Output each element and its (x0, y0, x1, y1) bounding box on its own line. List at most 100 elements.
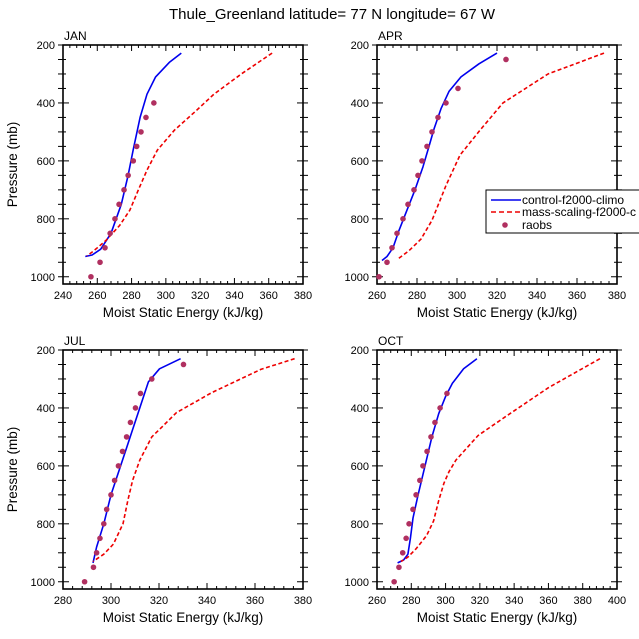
raobs-point (103, 506, 110, 513)
y-tick-label: 600 (37, 461, 55, 473)
series-raobs (391, 390, 450, 585)
plot-frame (62, 44, 304, 285)
raobs-point (121, 187, 127, 193)
raobs-point (111, 477, 118, 484)
raobs-point (419, 158, 425, 164)
x-tick-label: 360 (568, 290, 586, 302)
raobs-point (133, 143, 140, 150)
x-tick-label: 320 (488, 290, 506, 302)
raobs-point (437, 405, 443, 411)
y-tick-label: 400 (37, 403, 55, 415)
raobs-point (396, 564, 402, 571)
raobs-point (503, 56, 509, 63)
series-line-mass-scaling-f2000-c (92, 357, 295, 563)
y-tick-label: 800 (37, 519, 55, 531)
series-line-control-f2000-climo (381, 52, 498, 262)
y-tick-label: 200 (351, 40, 369, 52)
x-tick-label: 260 (368, 290, 386, 302)
raobs-point (119, 448, 126, 455)
y-axis-label: Pressure (mb) (5, 427, 20, 513)
panel-jan: JAN 240 260 280 300 320 340 360 380 200 400 600 800 1… (5, 29, 312, 320)
raobs-point (403, 535, 409, 542)
x-axis-label: Moist Static Energy (kJ/kg) (417, 305, 578, 320)
raobs-point (149, 376, 155, 382)
x-tick-label: 380 (294, 595, 312, 607)
raobs-point (420, 463, 426, 469)
raobs-point (102, 244, 108, 251)
raobs-point (125, 172, 131, 179)
x-tick-label: 280 (402, 595, 420, 607)
x-tick-label: 360 (246, 595, 264, 607)
y-tick-label: 1000 (31, 577, 55, 589)
x-tick-label: 380 (608, 290, 626, 302)
raobs-point (97, 535, 103, 542)
series-line-mass-scaling-f2000-c (86, 52, 273, 257)
x-axis-label: Moist Static Energy (kJ/kg) (417, 610, 578, 625)
y-tick-label: 800 (351, 214, 369, 226)
x-tick-label: 320 (191, 290, 209, 302)
raobs-point (443, 100, 449, 106)
panel-jul: JUL 280 300 320 340 360 380 200 400 600 800 1000 Moi… (5, 334, 312, 625)
raobs-point (406, 521, 412, 527)
raobs-point (138, 129, 144, 135)
raobs-point (444, 390, 450, 397)
legend-label-raobs: raobs (522, 218, 552, 232)
x-tick-label: 280 (54, 595, 72, 607)
legend-swatch-raobs (502, 222, 508, 228)
plot-frame (376, 349, 618, 590)
y-tick-label: 400 (351, 98, 369, 110)
legend: control-f2000-climo mass-scaling-f2000-c… (485, 189, 639, 234)
plot-frame (62, 349, 304, 590)
raobs-point (88, 273, 94, 280)
panel-apr: APR 260 280 300 320 340 360 380 200 400 600 800 1000… (345, 29, 627, 320)
x-tick-label: 340 (528, 290, 546, 302)
y-tick-label: 1000 (345, 577, 369, 589)
raobs-point (413, 492, 419, 498)
raobs-point (130, 158, 137, 164)
x-axis-label: Moist Static Energy (kJ/kg) (103, 305, 264, 320)
x-tick-label: 320 (471, 595, 489, 607)
raobs-point (417, 477, 423, 484)
raobs-point (132, 405, 139, 411)
y-tick-label: 600 (351, 461, 369, 473)
x-tick-label: 300 (448, 290, 466, 302)
y-tick-label: 600 (37, 156, 55, 168)
x-tick-label: 380 (294, 290, 312, 302)
raobs-point (112, 216, 118, 222)
raobs-point (432, 419, 438, 426)
raobs-point (137, 390, 144, 397)
x-tick-label: 340 (198, 595, 216, 607)
raobs-point (115, 463, 122, 469)
y-axis-label: Pressure (mb) (5, 122, 20, 208)
raobs-point (180, 361, 187, 368)
plot-frame (376, 44, 618, 285)
x-tick-label: 380 (574, 595, 592, 607)
y-tick-label: 800 (351, 519, 369, 531)
raobs-point (429, 129, 435, 135)
x-tick-label: 240 (54, 290, 72, 302)
x-tick-label: 280 (408, 290, 426, 302)
x-tick-label: 340 (225, 290, 243, 302)
series-line-control-f2000-climo (92, 357, 181, 564)
x-tick-label: 300 (157, 290, 175, 302)
x-tick-label: 320 (150, 595, 168, 607)
raobs-point (399, 549, 406, 556)
raobs-point (123, 434, 130, 440)
legend-label-mass-scaling: mass-scaling-f2000-c (522, 205, 636, 219)
raobs-point (376, 273, 382, 280)
raobs-point (127, 419, 134, 426)
raobs-point (389, 244, 395, 251)
panel-oct: OCT 260 280 300 320 340 360 380 400 200 400 600 800 1… (345, 334, 627, 625)
raobs-point (384, 259, 390, 266)
raobs-point (97, 259, 103, 266)
x-tick-label: 340 (505, 595, 523, 607)
raobs-point (116, 201, 122, 208)
y-tick-label: 200 (37, 345, 55, 357)
raobs-point (391, 578, 397, 585)
y-tick-label: 200 (351, 345, 369, 357)
raobs-point (107, 230, 113, 237)
series-line-control-f2000-climo (397, 358, 478, 564)
figure-title: Thule_Greenland latitude= 77 N longitude… (169, 6, 496, 23)
raobs-point (93, 549, 100, 556)
